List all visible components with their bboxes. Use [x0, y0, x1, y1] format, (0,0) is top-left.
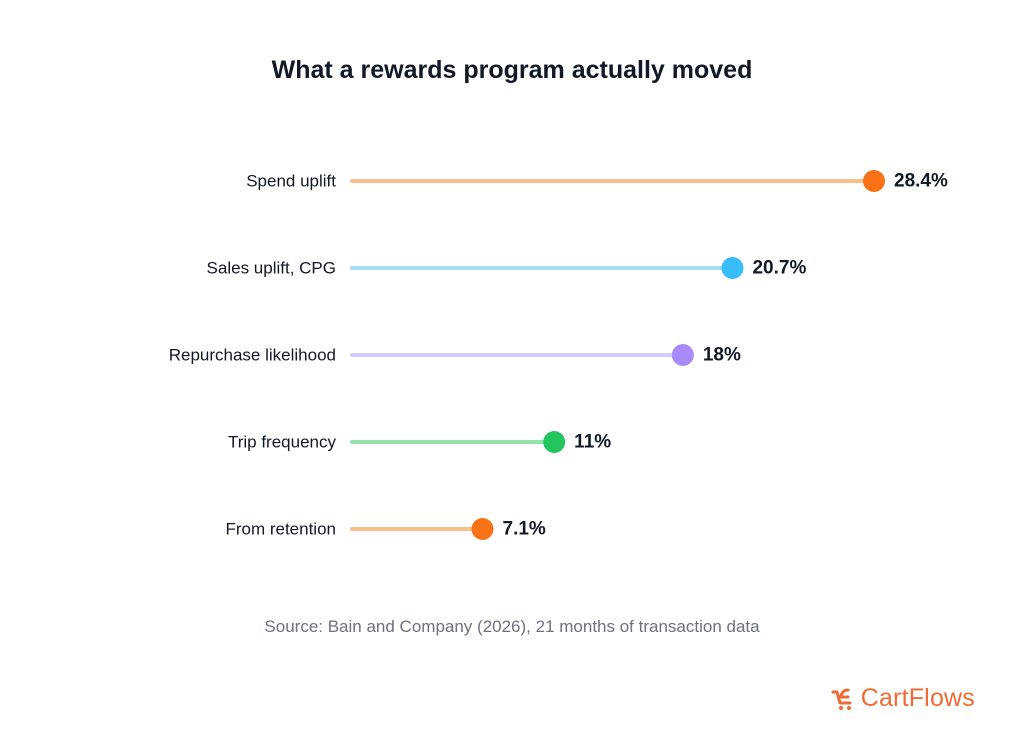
value-label-from-retention: 7.1%: [503, 519, 546, 540]
category-label-repurchase-likelihood: Repurchase likelihood: [169, 346, 336, 365]
dot-spend-uplift: [863, 170, 885, 192]
brand-logo: CartFlows: [829, 684, 975, 713]
value-label-repurchase-likelihood: 18%: [703, 345, 741, 366]
brand-name: CartFlows: [860, 684, 975, 712]
category-label-trip-frequency: Trip frequency: [228, 433, 337, 452]
value-label-sales-uplift-cpg: 20.7%: [752, 258, 806, 279]
value-label-spend-uplift: 28.4%: [894, 171, 948, 192]
category-label-from-retention: From retention: [225, 520, 336, 539]
source-note: Source: Bain and Company (2026), 21 mont…: [264, 617, 760, 636]
category-label-sales-uplift-cpg: Sales uplift, CPG: [207, 259, 336, 278]
dot-repurchase-likelihood: [671, 344, 694, 366]
value-label-trip-frequency: 11%: [574, 432, 611, 453]
category-label-spend-uplift: Spend uplift: [246, 172, 336, 191]
chart-title: What a rewards program actually moved: [271, 56, 753, 84]
dot-sales-uplift-cpg: [721, 257, 744, 279]
cartflows-logo-icon: [831, 688, 852, 710]
dot-from-retention: [471, 518, 494, 540]
dot-trip-frequency: [543, 431, 566, 453]
